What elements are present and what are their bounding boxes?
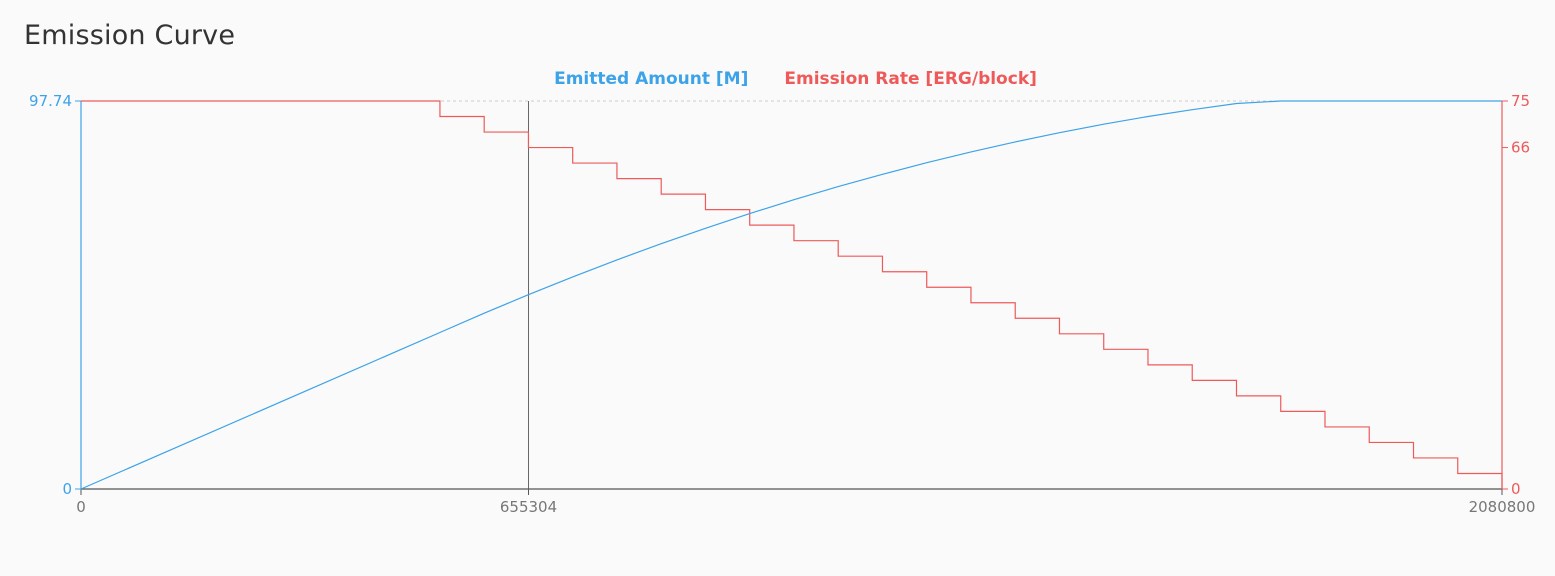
x-tick-label: 2080800	[1469, 498, 1536, 516]
y-right-tick-label: 66	[1511, 139, 1530, 157]
page-title: Emission Curve	[24, 20, 236, 51]
y-right-tick-label: 75	[1511, 92, 1530, 110]
y-left-tick-label: 0	[62, 480, 72, 498]
legend-emitted-amount[interactable]: Emitted Amount [M]	[554, 69, 749, 89]
legend-emission-rate[interactable]: Emission Rate [ERG/block]	[784, 69, 1037, 89]
chart-legend: Emitted Amount [M] Emission Rate [ERG/bl…	[0, 69, 1555, 89]
y-left-tick-label: 97.74	[29, 92, 72, 110]
emitted-amount-line	[80, 100, 1502, 490]
x-tick-label: 0	[76, 498, 86, 516]
emission-rate-line	[81, 100, 1503, 489]
y-right-tick-label: 0	[1511, 480, 1521, 498]
x-tick-label: 655304	[500, 498, 557, 516]
